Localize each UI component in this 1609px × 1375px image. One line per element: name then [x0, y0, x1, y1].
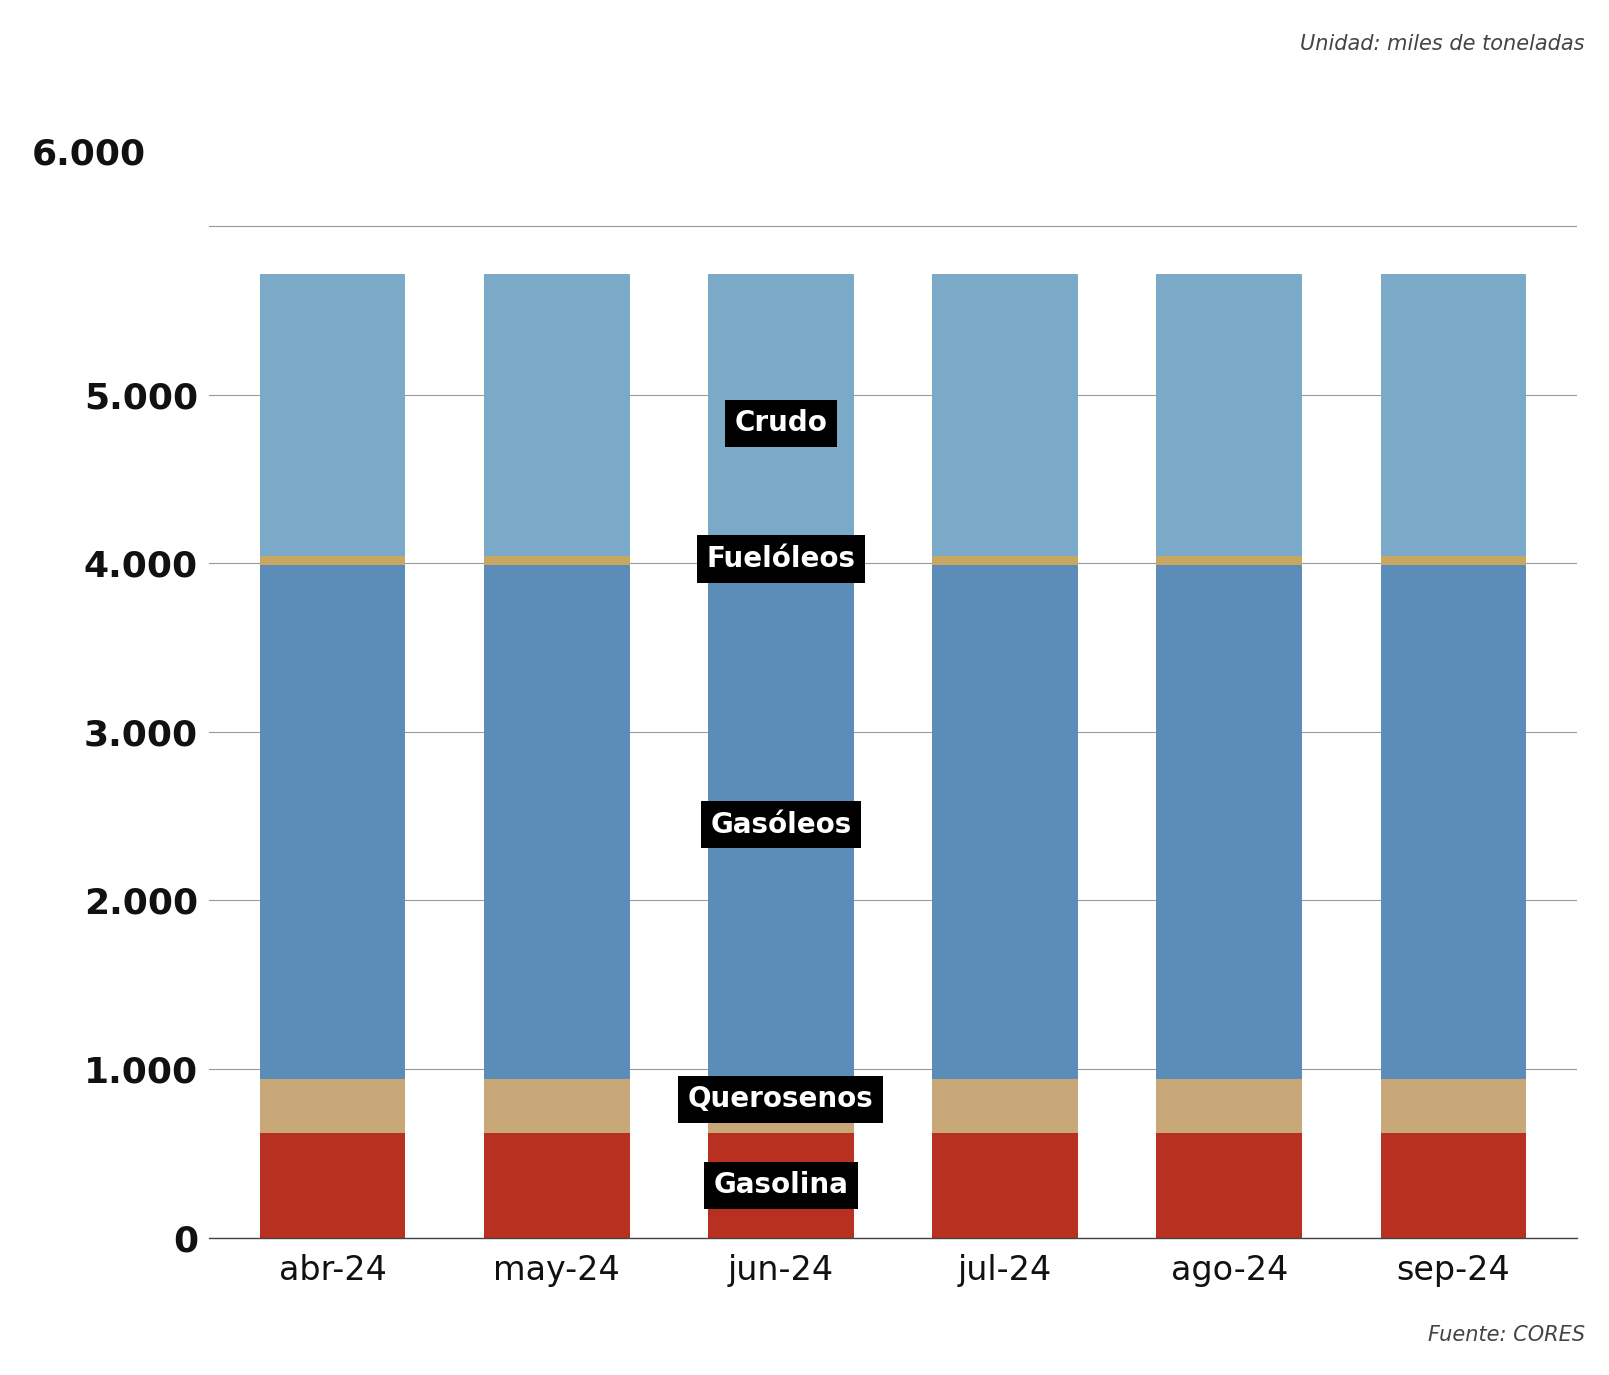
Bar	[484, 556, 629, 565]
Bar	[932, 556, 1078, 565]
Bar	[932, 274, 1078, 556]
Bar	[932, 1133, 1078, 1238]
Bar	[484, 1133, 629, 1238]
Bar	[259, 1133, 405, 1238]
Bar	[1381, 274, 1527, 556]
Bar	[1157, 556, 1302, 565]
Bar	[1381, 556, 1527, 565]
Bar	[708, 1079, 854, 1133]
Bar	[259, 565, 405, 1079]
Bar	[1157, 1079, 1302, 1133]
Bar	[932, 565, 1078, 1079]
Bar	[1157, 565, 1302, 1079]
Text: Crudo: Crudo	[734, 410, 827, 437]
Text: Unidad: miles de toneladas: Unidad: miles de toneladas	[1300, 34, 1585, 55]
Text: Fuente: CORES: Fuente: CORES	[1427, 1324, 1585, 1345]
Text: Gasolina: Gasolina	[713, 1172, 848, 1199]
Bar	[259, 274, 405, 556]
Bar	[1157, 1133, 1302, 1238]
Bar	[484, 1079, 629, 1133]
Bar	[1381, 1133, 1527, 1238]
Bar	[708, 556, 854, 565]
Bar	[484, 274, 629, 556]
Bar	[1381, 565, 1527, 1079]
Bar	[259, 556, 405, 565]
Bar	[708, 1133, 854, 1238]
Text: Querosenos: Querosenos	[689, 1085, 874, 1114]
Bar	[708, 274, 854, 556]
Bar	[1381, 1079, 1527, 1133]
Text: 6.000: 6.000	[32, 138, 146, 172]
Bar	[708, 565, 854, 1079]
Bar	[1157, 274, 1302, 556]
Text: Gasóleos: Gasóleos	[710, 810, 851, 839]
Bar	[259, 1079, 405, 1133]
Bar	[932, 1079, 1078, 1133]
Text: Fuelóleos: Fuelóleos	[706, 544, 856, 573]
Bar	[484, 565, 629, 1079]
